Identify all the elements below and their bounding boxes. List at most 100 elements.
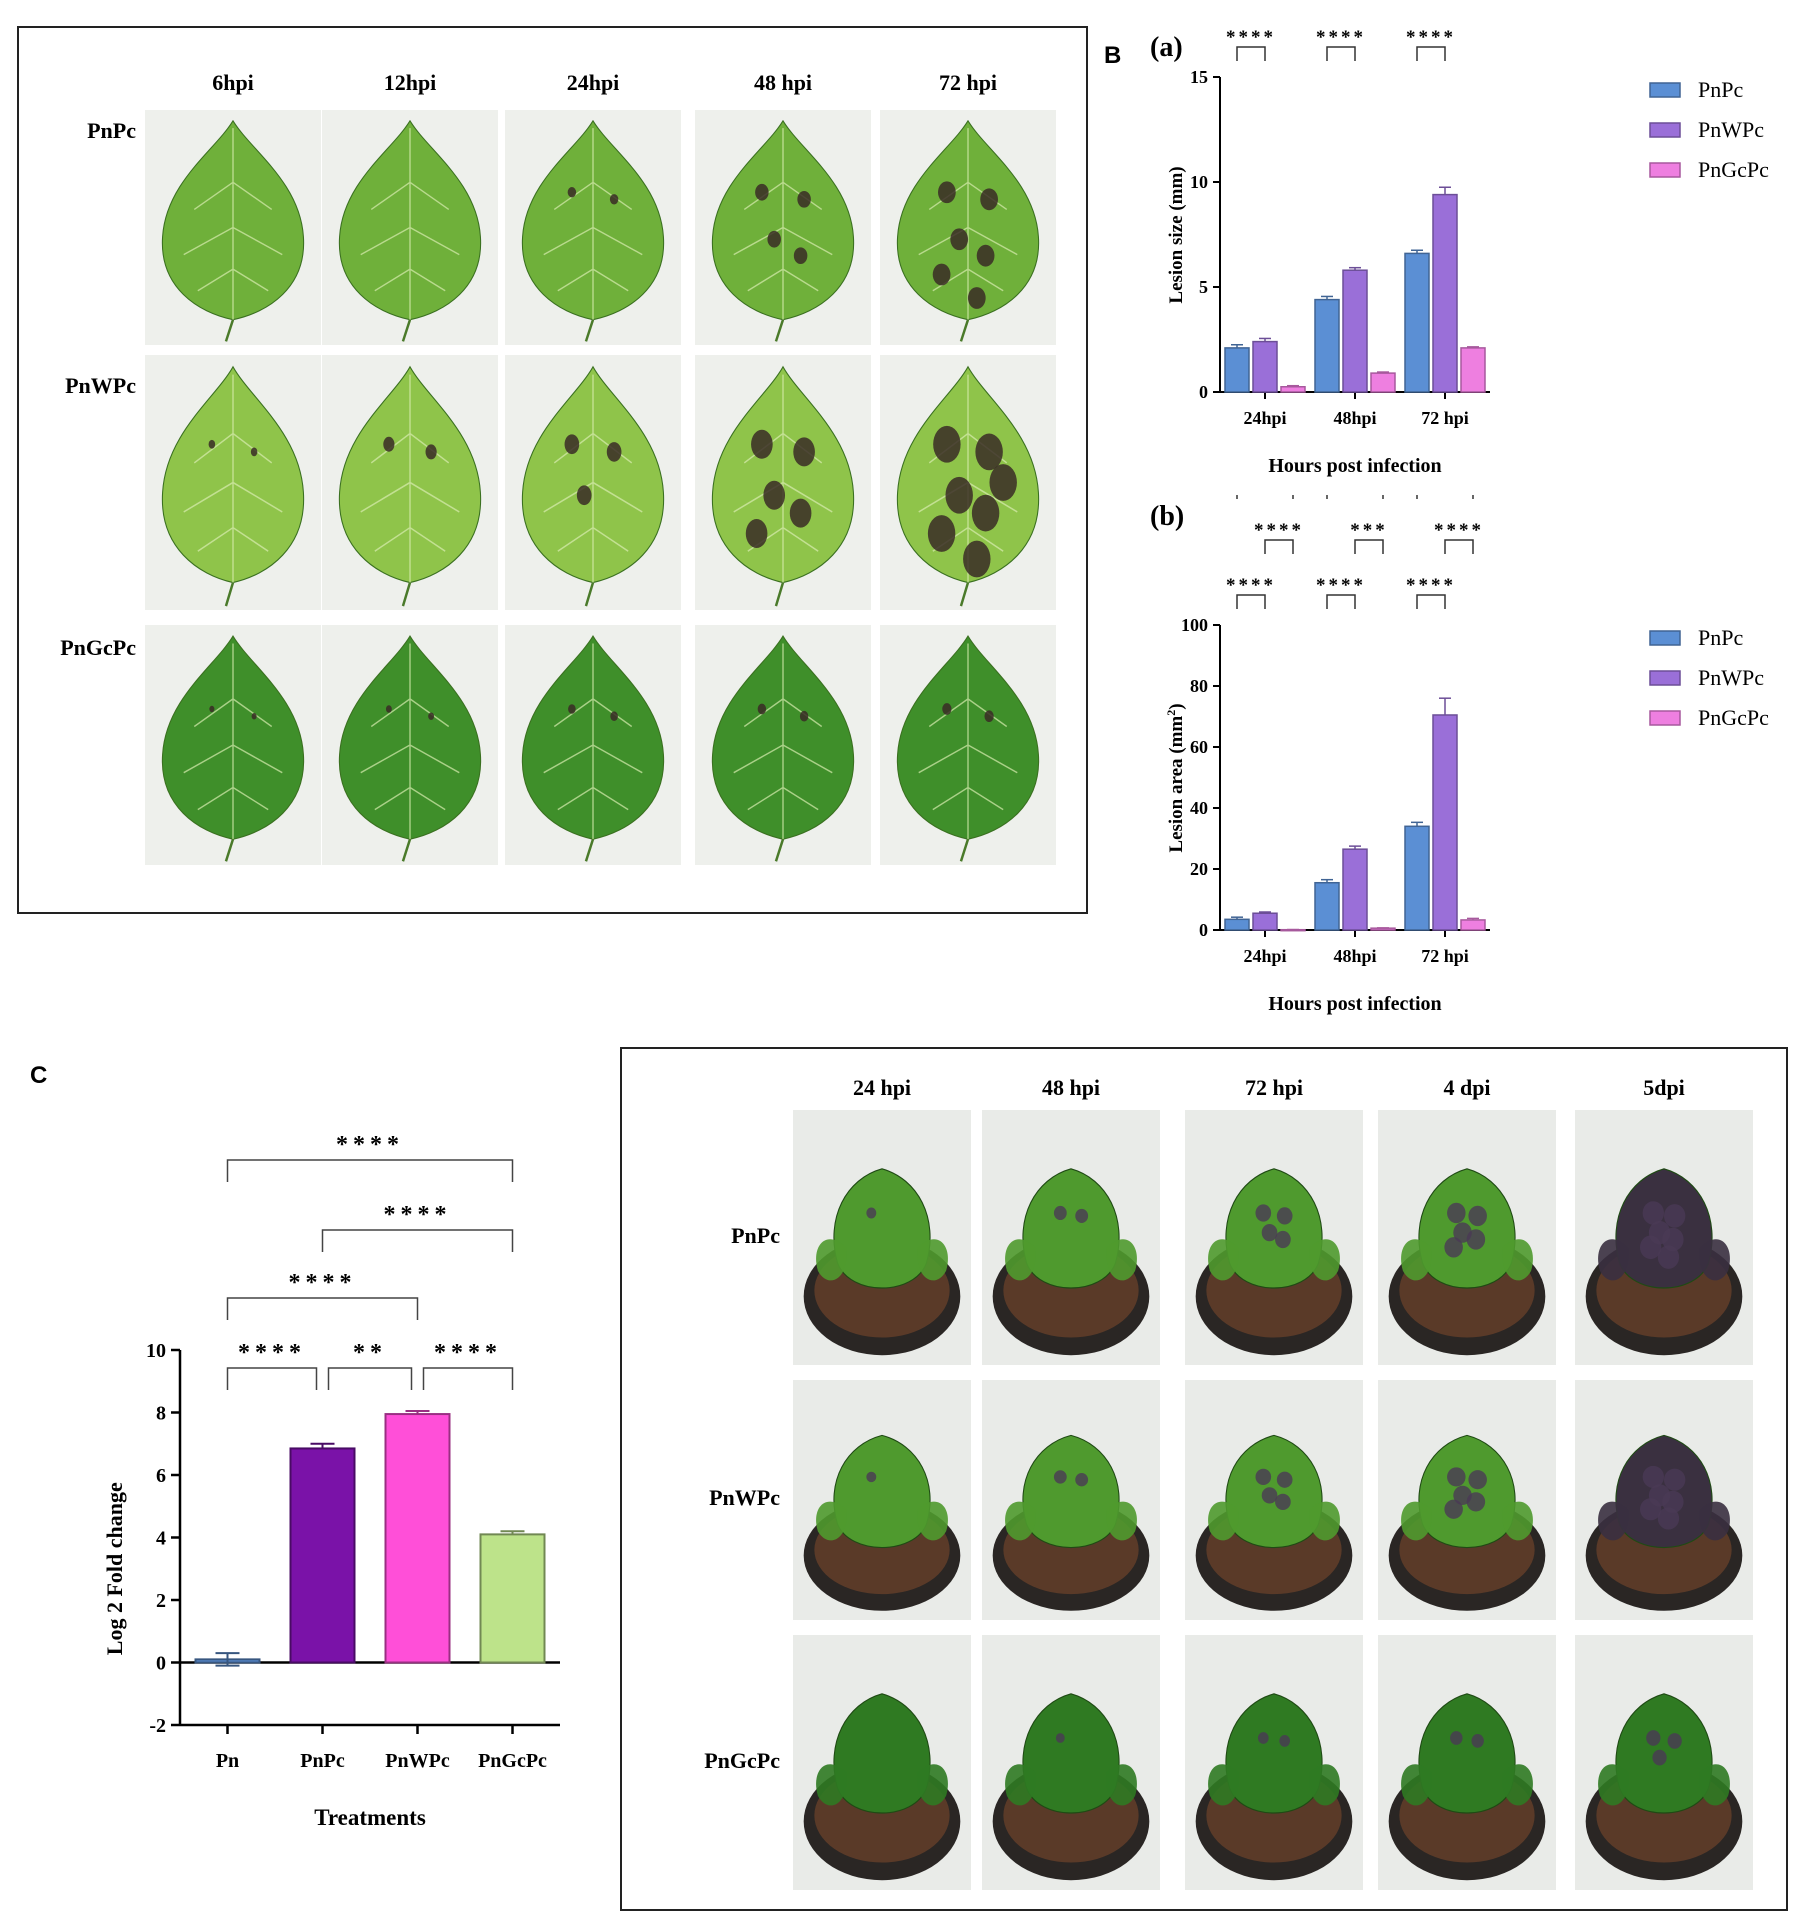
panel-label-c: C bbox=[30, 1062, 48, 1089]
legend-label: PnPc bbox=[1698, 77, 1743, 102]
leaf-photo bbox=[505, 355, 681, 610]
plant-image bbox=[1195, 1693, 1353, 1881]
y-tick-label: 5 bbox=[1199, 277, 1208, 297]
legend-swatch bbox=[1649, 82, 1681, 98]
plant-leaf bbox=[1699, 1501, 1730, 1541]
panel-a-column-header: 24hpi bbox=[566, 70, 620, 95]
significance-bracket bbox=[1236, 46, 1266, 61]
plant-leaf bbox=[833, 1693, 931, 1814]
significance-bracket bbox=[1416, 594, 1446, 609]
significance-bracket bbox=[226, 1159, 514, 1182]
lesion-spot bbox=[1447, 1202, 1466, 1224]
plant-leaf bbox=[1022, 1434, 1120, 1549]
lesion-spot bbox=[1471, 1734, 1484, 1748]
plant-leaf bbox=[1418, 1693, 1516, 1814]
lesion-spot bbox=[1075, 1208, 1089, 1223]
significance-label: **** bbox=[1226, 27, 1276, 48]
leaf-photo bbox=[880, 110, 1056, 345]
y-axis-title-main: Lesion area (mm bbox=[1166, 716, 1187, 853]
plant-photo bbox=[982, 1110, 1160, 1365]
lesion-spot bbox=[1447, 1467, 1466, 1487]
plant-image bbox=[1195, 1434, 1353, 1611]
leaf-petiole bbox=[959, 319, 970, 342]
lesion-spot bbox=[1664, 1468, 1686, 1491]
y-axis-title: Lesion area (mm2) bbox=[1164, 703, 1187, 852]
significance-bracket bbox=[327, 1367, 413, 1390]
plant-image bbox=[1388, 1693, 1546, 1881]
plant-leaf bbox=[917, 1501, 948, 1541]
x-tick-label: PnPc bbox=[300, 1750, 345, 1772]
plant-image bbox=[1585, 1168, 1743, 1356]
lesion-spot bbox=[1466, 1229, 1486, 1250]
lesion-spot bbox=[1279, 1735, 1291, 1747]
plant-leaf bbox=[1502, 1239, 1533, 1281]
lesion-spot bbox=[1276, 1207, 1293, 1225]
lesion-spot bbox=[751, 429, 773, 459]
leaf-image bbox=[339, 365, 481, 607]
significance-label: **** bbox=[289, 1270, 357, 1296]
legend-swatch bbox=[1649, 122, 1681, 138]
lesion-spot bbox=[208, 439, 216, 449]
lesion-spot bbox=[767, 230, 781, 248]
significance-bracket bbox=[1326, 495, 1384, 499]
plant-leaf bbox=[1401, 1501, 1432, 1541]
leaf-photo bbox=[145, 355, 321, 610]
leaf-petiole bbox=[774, 582, 785, 607]
x-tick-label: 48hpi bbox=[1333, 408, 1376, 428]
lesion-spot bbox=[606, 442, 622, 462]
significance-bracket bbox=[422, 1367, 514, 1390]
x-tick-label: 48hpi bbox=[1333, 946, 1376, 966]
leaf-petiole bbox=[774, 838, 785, 862]
plant-photo bbox=[793, 1635, 971, 1890]
plant-image bbox=[1585, 1434, 1743, 1611]
lesion-spot bbox=[1662, 1227, 1684, 1252]
plant-leaf bbox=[1022, 1693, 1120, 1814]
lesion-spot bbox=[1466, 1492, 1486, 1512]
plant-leaf bbox=[1309, 1501, 1340, 1541]
leaf-image bbox=[522, 119, 664, 342]
leaf-image bbox=[712, 119, 854, 342]
y-tick-label: 2 bbox=[156, 1590, 166, 1612]
lesion-spot bbox=[1662, 1490, 1684, 1513]
significance-bracket bbox=[1264, 539, 1294, 554]
plant-image bbox=[992, 1168, 1150, 1356]
legend-swatch bbox=[1649, 162, 1681, 178]
plant-image bbox=[1585, 1693, 1743, 1881]
leaf-image bbox=[339, 119, 481, 342]
lesion-spot bbox=[428, 712, 435, 720]
lesion-spot bbox=[1255, 1468, 1272, 1486]
plant-leaf bbox=[833, 1434, 931, 1549]
leaf-photo bbox=[880, 355, 1056, 610]
panel-a-column-header: 12hpi bbox=[383, 70, 437, 95]
x-tick-label: 24hpi bbox=[1243, 946, 1286, 966]
lesion-spot bbox=[963, 540, 991, 578]
plant-photo bbox=[1378, 1380, 1556, 1620]
lesion-spot bbox=[564, 434, 580, 455]
lesion-spot bbox=[1667, 1733, 1682, 1749]
legend-swatch bbox=[1649, 670, 1681, 686]
leaf-photo bbox=[695, 110, 871, 345]
lesion-spot bbox=[1053, 1470, 1067, 1484]
leaf-image bbox=[339, 635, 481, 862]
significance-label: **** bbox=[238, 1340, 306, 1366]
leaf-veins bbox=[183, 128, 283, 320]
panel-d-column-header: 4 dpi bbox=[1443, 1075, 1491, 1100]
leaf-veins bbox=[183, 374, 283, 583]
plant-photo bbox=[793, 1110, 971, 1365]
significance-bracket bbox=[321, 1229, 514, 1252]
x-tick-label: Pn bbox=[216, 1750, 239, 1772]
significance-bracket bbox=[1326, 594, 1356, 609]
plant-leaf bbox=[1208, 1764, 1239, 1806]
lesion-spot bbox=[1657, 1245, 1680, 1269]
plant-leaf bbox=[1401, 1764, 1432, 1806]
plant-leaf bbox=[917, 1764, 948, 1806]
plant-leaf bbox=[1005, 1501, 1036, 1541]
leaf-image bbox=[162, 365, 304, 607]
leaf-petiole bbox=[959, 582, 970, 607]
bar-pngcpc bbox=[1280, 386, 1306, 393]
plant-leaf bbox=[1598, 1239, 1629, 1281]
plant-leaf bbox=[816, 1764, 847, 1806]
subplot-label: (a) bbox=[1150, 32, 1183, 63]
leaf-petiole bbox=[584, 319, 595, 342]
lesion-spot bbox=[971, 494, 1000, 532]
